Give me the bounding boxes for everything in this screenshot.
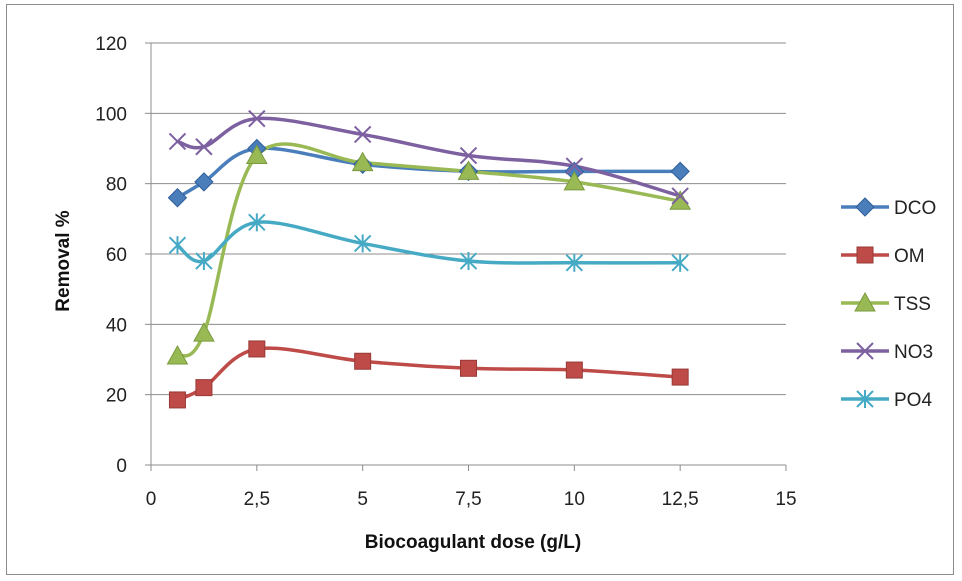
- data-point-om: [195, 379, 213, 397]
- y-tick-label: 60: [106, 245, 127, 266]
- x-tick-label: 0: [146, 489, 157, 510]
- y-tick-label: 100: [95, 104, 127, 125]
- data-point-om: [168, 391, 186, 409]
- chart-frame: 0 20 40 60 80 100 120 0 2,5 5 7,5 10 12,5 15 DCO OM TSS…: [6, 4, 954, 575]
- data-point-tss: [563, 170, 586, 191]
- legend-marker-po4: [856, 390, 874, 408]
- data-point-no3: [248, 109, 266, 128]
- y-tick-label: 20: [106, 386, 127, 407]
- data-point-om: [460, 359, 477, 377]
- legend-item-dco: DCO: [841, 197, 936, 219]
- legend-label: PO4: [894, 390, 932, 411]
- data-point-om: [354, 352, 372, 370]
- data-point-po4: [459, 252, 478, 271]
- data-point-no3: [168, 132, 187, 151]
- legend-item-om: OM: [841, 246, 925, 267]
- data-point-no3: [353, 125, 372, 144]
- x-tick-label: 12,5: [662, 489, 699, 510]
- legend-marker-no3: [856, 342, 874, 360]
- y-axis-title: Removal %: [53, 210, 74, 311]
- data-point-tss: [166, 344, 189, 365]
- data-point-tss: [457, 160, 480, 180]
- data-point-no3: [459, 146, 478, 165]
- data-point-om: [565, 361, 583, 379]
- legend: DCO OM TSS NO3 PO4: [841, 197, 936, 411]
- data-point-no3: [671, 187, 689, 205]
- legend-label: NO3: [894, 342, 933, 363]
- gridlines: [151, 42, 786, 396]
- data-point-tss: [351, 151, 374, 172]
- y-tick-label: 80: [106, 175, 127, 196]
- axes: 0 20 40 60 80 100 120 0 2,5 5 7,5 10 12,5 15: [95, 34, 796, 510]
- legend-item-no3: NO3: [841, 342, 933, 363]
- data-point-po4: [671, 253, 689, 272]
- legend-marker-dco: [855, 197, 875, 217]
- legend-label: DCO: [894, 198, 936, 219]
- line-chart: 0 20 40 60 80 100 120 0 2,5 5 7,5 10 12,5 15 DCO OM TSS…: [53, 34, 936, 553]
- data-point-om: [671, 368, 689, 386]
- data-point-om: [248, 340, 266, 358]
- y-tick-label: 0: [116, 456, 127, 477]
- y-tick-label: 40: [106, 315, 127, 336]
- x-tick-label: 2,5: [244, 489, 270, 510]
- legend-item-po4: PO4: [841, 390, 932, 411]
- x-tick-label: 15: [775, 489, 796, 510]
- x-axis-title: Biocoagulant dose (g/L): [365, 532, 581, 553]
- data-point-dco: [670, 161, 690, 182]
- data-point-tss: [193, 322, 215, 342]
- x-tick-label: 10: [564, 489, 585, 510]
- data-point-tss: [245, 144, 268, 165]
- data-point-po4: [195, 252, 213, 271]
- legend-label: TSS: [894, 294, 931, 315]
- data-point-po4: [565, 253, 584, 272]
- data-point-po4: [168, 236, 187, 255]
- legend-marker-tss: [854, 291, 876, 312]
- data-point-po4: [248, 213, 266, 232]
- data-point-po4: [353, 234, 372, 253]
- series-line-po4: [176, 220, 681, 265]
- y-tick-label: 120: [95, 34, 127, 55]
- series-markers: [166, 109, 692, 409]
- data-point-no3: [565, 157, 584, 175]
- data-point-no3: [195, 138, 213, 156]
- legend-marker-om: [856, 246, 874, 264]
- legend-item-tss: TSS: [841, 291, 931, 315]
- x-tick-label: 7,5: [455, 489, 481, 510]
- x-tick-label: 5: [357, 489, 368, 510]
- data-point-dco: [194, 172, 214, 192]
- data-point-dco: [167, 188, 188, 208]
- legend-label: OM: [894, 246, 925, 267]
